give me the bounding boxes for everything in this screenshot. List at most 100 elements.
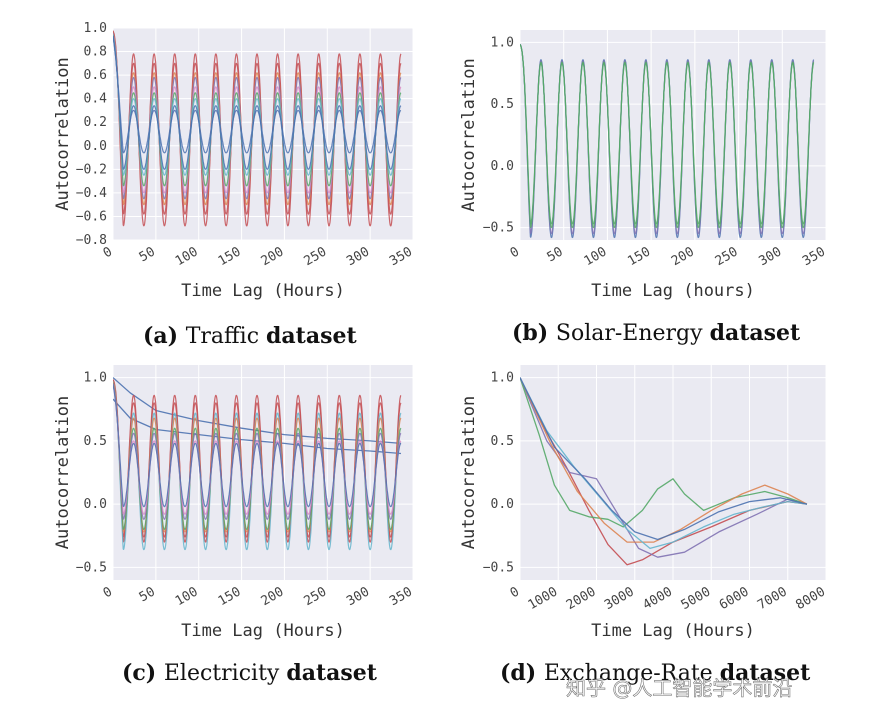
x-axis-label: Time Lag (Hours) xyxy=(181,621,345,641)
caption-suffix: dataset xyxy=(266,323,357,349)
x-tick-label: 250 xyxy=(301,244,329,269)
x-tick-label: 200 xyxy=(669,244,697,269)
x-tick-label: 100 xyxy=(582,244,610,269)
x-tick-label: 200 xyxy=(259,584,287,609)
series-line-s9 xyxy=(113,36,402,154)
x-tick-label: 0 xyxy=(508,244,522,261)
y-tick-label: −0.5 xyxy=(76,560,107,575)
chart-d: −0.5 0.0 0.5 1.0 0 1000 2000 3000 4000 5000 6000 70… xyxy=(459,365,828,686)
series-group-c xyxy=(113,377,402,551)
x-tick-label: 200 xyxy=(259,244,287,269)
series-line-s4 xyxy=(520,44,815,225)
y-tick-label: 1.0 xyxy=(84,21,107,36)
caption-name: Solar-Energy xyxy=(556,321,710,346)
x-axis-label: Time Lag (Hours) xyxy=(181,281,345,301)
y-axis-label: Autocorrelation xyxy=(459,396,479,550)
y-axis-label: Autocorrelation xyxy=(53,57,73,211)
x-tick-label: 8000 xyxy=(793,584,828,613)
x-tick-label: 0 xyxy=(101,584,115,601)
x-tick-label: 1000 xyxy=(526,584,561,613)
y-tick-label: 0.5 xyxy=(491,434,514,449)
y-tick-label: 1.0 xyxy=(491,35,514,50)
caption-label: (a) xyxy=(143,323,186,349)
caption-name: Traffic xyxy=(186,324,266,349)
x-tick-label: 3000 xyxy=(602,584,637,613)
watermark-text: 知乎 @人工智能学术前沿 xyxy=(566,676,792,700)
x-tick-label: 6000 xyxy=(717,584,752,613)
x-tick-label: 5000 xyxy=(679,584,714,613)
plot-area-c xyxy=(113,365,413,580)
y-tick-label: 0.0 xyxy=(84,139,107,154)
series-line-s8 xyxy=(113,35,402,170)
x-tick-label: 350 xyxy=(387,584,415,609)
y-tick-label: −0.6 xyxy=(76,209,107,224)
x-tick-label: 250 xyxy=(713,244,741,269)
series-line-r2 xyxy=(520,377,808,558)
series-line-s6 xyxy=(113,34,402,187)
x-tick-label: 4000 xyxy=(640,584,675,613)
y-tick-label: −0.4 xyxy=(76,186,107,201)
y-tick-label: 0.8 xyxy=(84,45,107,60)
caption-c: (c) Electricity dataset xyxy=(122,660,378,686)
y-tick-label: 0.0 xyxy=(491,497,514,512)
y-axis-label: Autocorrelation xyxy=(53,396,73,550)
caption-label: (d) xyxy=(500,660,544,686)
x-tick-label: 300 xyxy=(344,244,372,269)
series-line-s8 xyxy=(113,384,402,508)
caption-name: Electricity xyxy=(164,661,286,686)
x-tick-label: 300 xyxy=(344,584,372,609)
series-line-r3 xyxy=(520,377,808,528)
y-axis-label: Autocorrelation xyxy=(459,58,479,212)
series-line-r6 xyxy=(520,377,808,541)
y-tick-label: 0.6 xyxy=(84,68,107,83)
series-group-b xyxy=(520,43,815,239)
y-tick-label: 1.0 xyxy=(84,371,107,386)
y-tick-label: −0.8 xyxy=(76,233,107,248)
y-tick-label: −0.2 xyxy=(76,162,107,177)
caption-label: (b) xyxy=(512,320,556,346)
plot-area-b xyxy=(520,30,826,240)
y-tick-label: 0.2 xyxy=(84,115,107,130)
chart-c: −0.5 0.0 0.5 1.0 0 50 100 150 200 250 300 350 Time L… xyxy=(53,365,415,686)
caption-suffix: dataset xyxy=(286,660,377,686)
caption-name: Exchange-Rate xyxy=(544,661,720,686)
x-tick-label: 100 xyxy=(173,584,201,609)
y-tick-label: 0.4 xyxy=(84,92,108,107)
chart-b: −0.5 0.0 0.5 1.0 0 50 100 150 200 250 300 350 Time L… xyxy=(459,30,828,346)
y-tick-label: −0.5 xyxy=(483,560,514,575)
x-tick-label: 50 xyxy=(545,244,566,265)
x-tick-label: 300 xyxy=(756,244,784,269)
x-tick-label: 50 xyxy=(137,244,158,265)
x-tick-label: 50 xyxy=(137,584,158,605)
chart-a: −0.8 −0.6 −0.4 −0.2 0.0 0.2 0.4 0.6 0.8 1.0 0 50 100… xyxy=(53,21,415,349)
y-tick-label: 0.5 xyxy=(491,97,514,112)
caption-label: (c) xyxy=(122,660,164,686)
series-group-d xyxy=(520,377,808,566)
x-tick-label: 350 xyxy=(800,244,828,269)
x-tick-label: 150 xyxy=(216,244,244,269)
series-line-s3 xyxy=(113,381,402,551)
series-group-a xyxy=(113,30,402,227)
x-tick-label: 350 xyxy=(387,244,415,269)
caption-a: (a) Traffic dataset xyxy=(143,323,357,349)
caption-suffix: dataset xyxy=(720,660,811,686)
series-line-r5 xyxy=(520,377,807,550)
y-tick-label: 0.5 xyxy=(84,434,107,449)
caption-suffix: dataset xyxy=(710,320,801,346)
x-tick-label: 100 xyxy=(173,244,201,269)
x-axis-label: Time Lag (hours) xyxy=(591,281,755,301)
x-tick-label: 2000 xyxy=(564,584,599,613)
x-tick-label: 150 xyxy=(216,584,244,609)
y-tick-label: −0.5 xyxy=(483,221,514,236)
x-tick-label: 0 xyxy=(101,244,115,261)
y-tick-label: 0.0 xyxy=(84,497,107,512)
y-tick-label: 0.0 xyxy=(491,159,514,174)
caption-d: (d) Exchange-Rate dataset xyxy=(500,660,811,686)
x-tick-label: 150 xyxy=(625,244,653,269)
x-tick-label: 250 xyxy=(301,584,329,609)
x-axis-label: Time Lag (Hours) xyxy=(591,621,755,641)
caption-b: (b) Solar-Energy dataset xyxy=(512,320,801,346)
x-tick-label: 7000 xyxy=(755,584,790,613)
x-tick-label: 0 xyxy=(508,584,522,601)
